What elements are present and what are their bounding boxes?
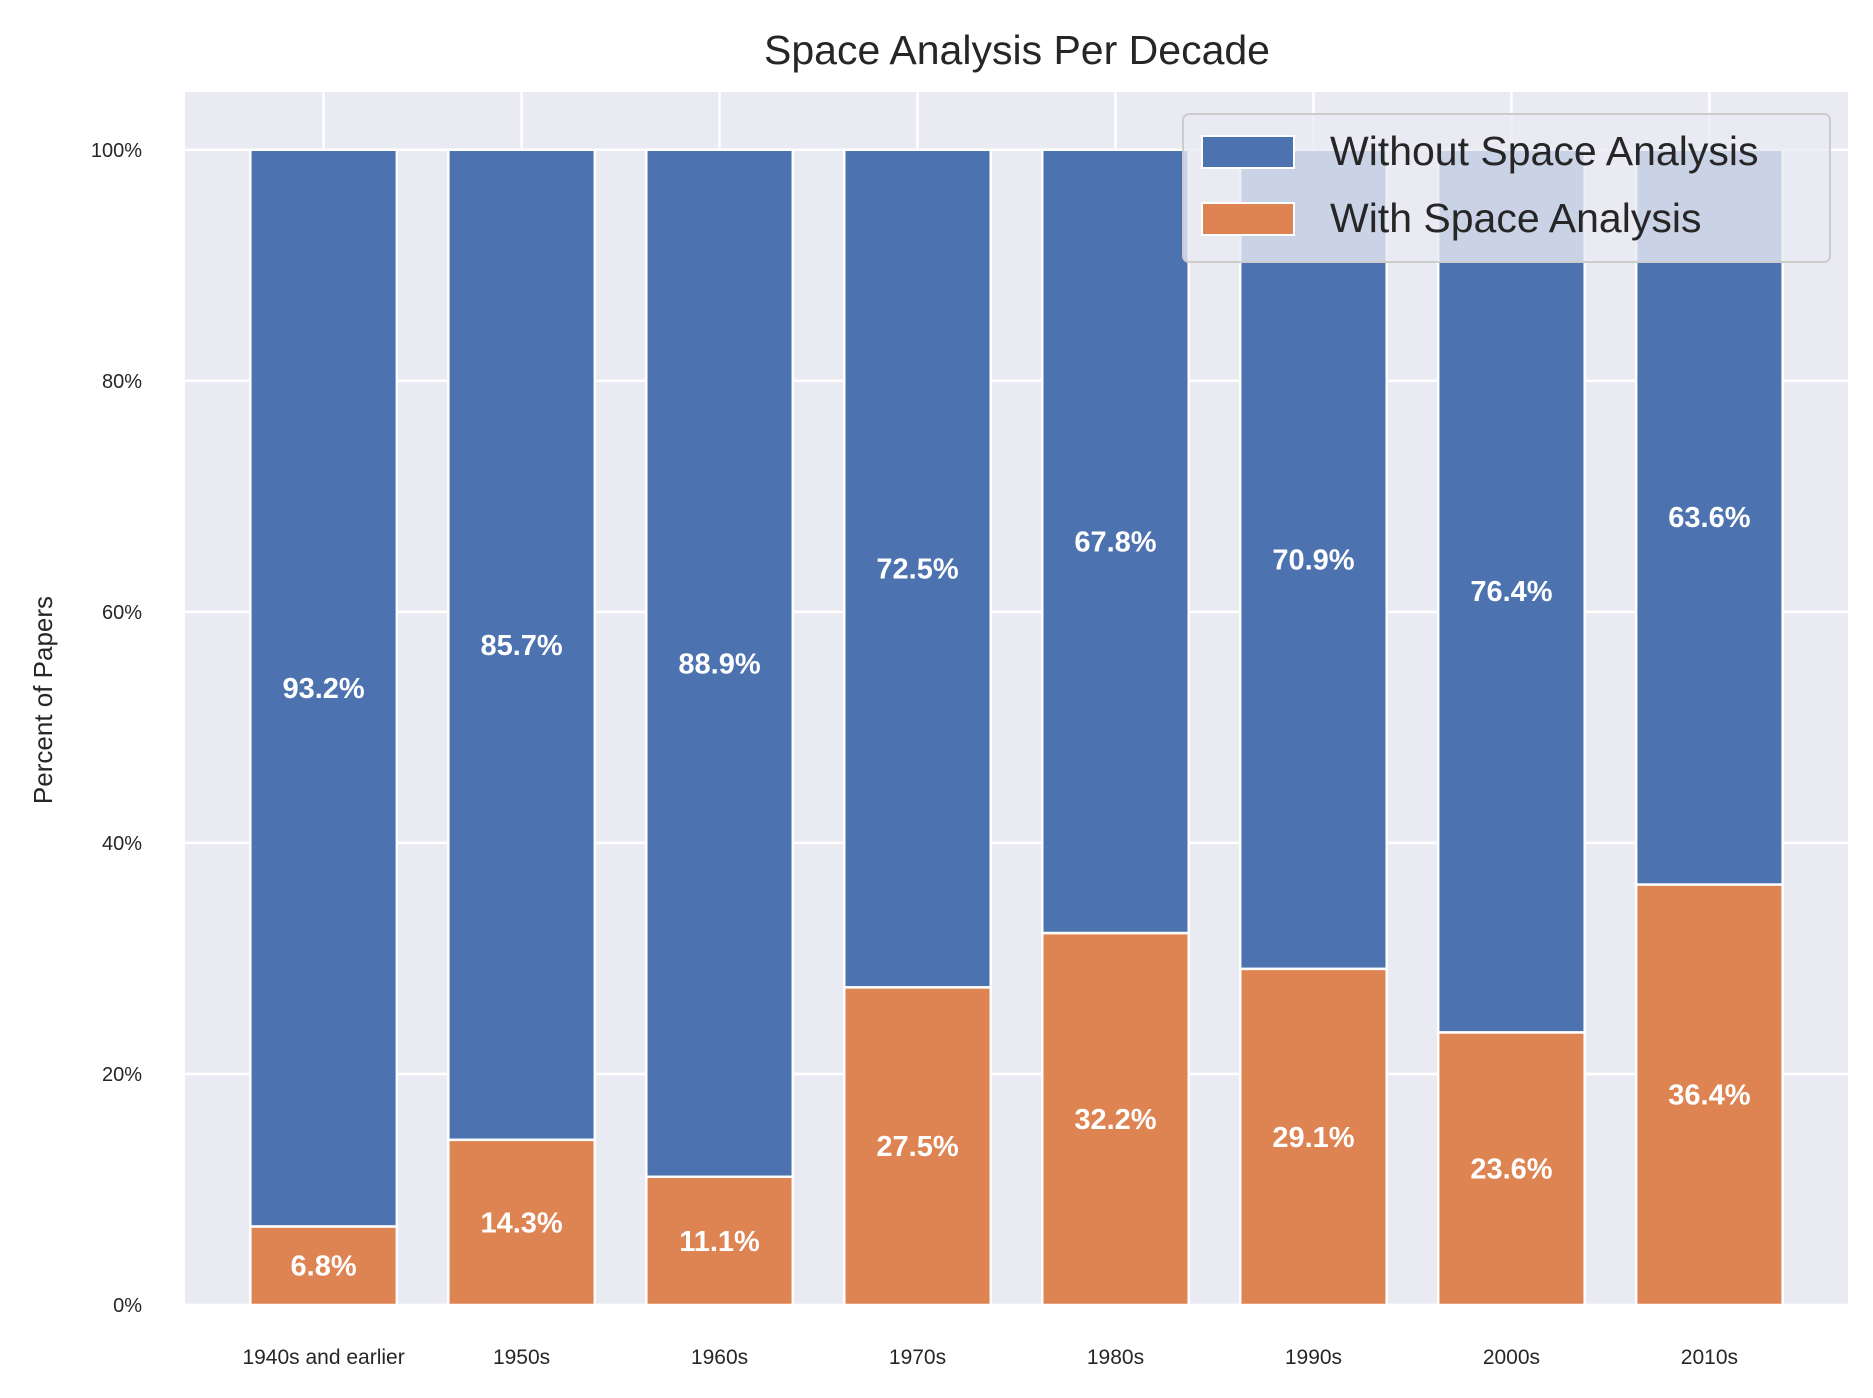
bar-value-labels: 6.8% 93.2% 14.3% 85.7% 11.1% 88.9% 27.5% 72.5% 3… bbox=[282, 502, 1750, 1283]
chart-title: Space Analysis Per Decade bbox=[764, 27, 1270, 73]
bar-value-label: 85.7% bbox=[480, 630, 562, 662]
bar-value-label: 14.3% bbox=[480, 1207, 562, 1239]
x-tick-label: 2010s bbox=[1681, 1346, 1738, 1369]
bar-value-label: 93.2% bbox=[282, 673, 364, 705]
bars bbox=[249, 148, 1784, 1307]
bar-value-label: 27.5% bbox=[876, 1131, 958, 1163]
y-tick-label: 80% bbox=[102, 371, 142, 393]
bar-value-label: 23.6% bbox=[1470, 1154, 1552, 1186]
y-axis: 0% 20% 40% 60% 80% 100% bbox=[91, 140, 142, 1317]
legend-swatch bbox=[1201, 202, 1295, 236]
x-tick-label: 1940s and earlier bbox=[242, 1346, 404, 1369]
x-tick-label: 1990s bbox=[1285, 1346, 1342, 1369]
plot-area bbox=[185, 92, 1848, 1305]
bar-segment bbox=[1436, 148, 1586, 1034]
x-tick-label: 1960s bbox=[691, 1346, 748, 1369]
bar-segment bbox=[1238, 967, 1388, 1307]
bar-value-label: 32.2% bbox=[1074, 1104, 1156, 1136]
bar-segment bbox=[447, 1138, 597, 1307]
bar-segment bbox=[249, 148, 399, 1228]
bar-segment bbox=[1436, 1031, 1586, 1307]
x-tick-label: 2000s bbox=[1483, 1346, 1540, 1369]
legend-entry-label[interactable]: With Space Analysis bbox=[1330, 195, 1701, 241]
bar-value-label: 63.6% bbox=[1668, 502, 1750, 534]
bar-value-label: 29.1% bbox=[1272, 1122, 1354, 1154]
y-axis-label: Percent of Papers bbox=[28, 596, 58, 804]
x-axis: 1940s and earlier 1950s 1960s 1970s 1980s 199… bbox=[242, 1346, 1738, 1369]
x-tick-label: 1950s bbox=[493, 1346, 550, 1369]
bar-value-label: 36.4% bbox=[1668, 1080, 1750, 1112]
bar-segment bbox=[1238, 148, 1388, 971]
plot-background bbox=[185, 92, 1848, 1305]
x-tick-label: 1980s bbox=[1087, 1346, 1144, 1369]
bar-segment bbox=[1634, 148, 1784, 886]
bar-segment bbox=[1634, 883, 1784, 1307]
bar-value-label: 6.8% bbox=[291, 1251, 357, 1283]
y-tick-label: 0% bbox=[113, 1295, 142, 1317]
y-tick-label: 20% bbox=[102, 1064, 142, 1086]
bar-value-label: 70.9% bbox=[1272, 544, 1354, 576]
bar-value-label: 72.5% bbox=[876, 554, 958, 586]
legend-entry-label[interactable]: Without Space Analysis bbox=[1330, 128, 1758, 174]
bar-value-label: 67.8% bbox=[1074, 526, 1156, 558]
legend-box bbox=[1182, 113, 1831, 263]
bar-segment bbox=[645, 148, 795, 1179]
x-tick-label: 1970s bbox=[889, 1346, 946, 1369]
bar-segment bbox=[1040, 931, 1190, 1307]
bar-segment bbox=[843, 986, 993, 1307]
bar-segment bbox=[843, 148, 993, 989]
legend-swatch bbox=[1201, 135, 1295, 169]
bar-value-label: 11.1% bbox=[679, 1226, 760, 1258]
bar-segment bbox=[1040, 148, 1190, 935]
y-tick-label: 40% bbox=[102, 833, 142, 855]
legend[interactable]: Without Space Analysis With Space Analysi… bbox=[1182, 113, 1831, 263]
y-tick-label: 60% bbox=[102, 602, 142, 624]
y-tick-label: 100% bbox=[91, 140, 142, 162]
bar-segment bbox=[447, 148, 597, 1142]
bar-segment bbox=[249, 1225, 399, 1307]
bar-segment bbox=[645, 1175, 795, 1307]
bar-value-label: 88.9% bbox=[678, 648, 760, 680]
bar-value-label: 76.4% bbox=[1470, 576, 1552, 608]
